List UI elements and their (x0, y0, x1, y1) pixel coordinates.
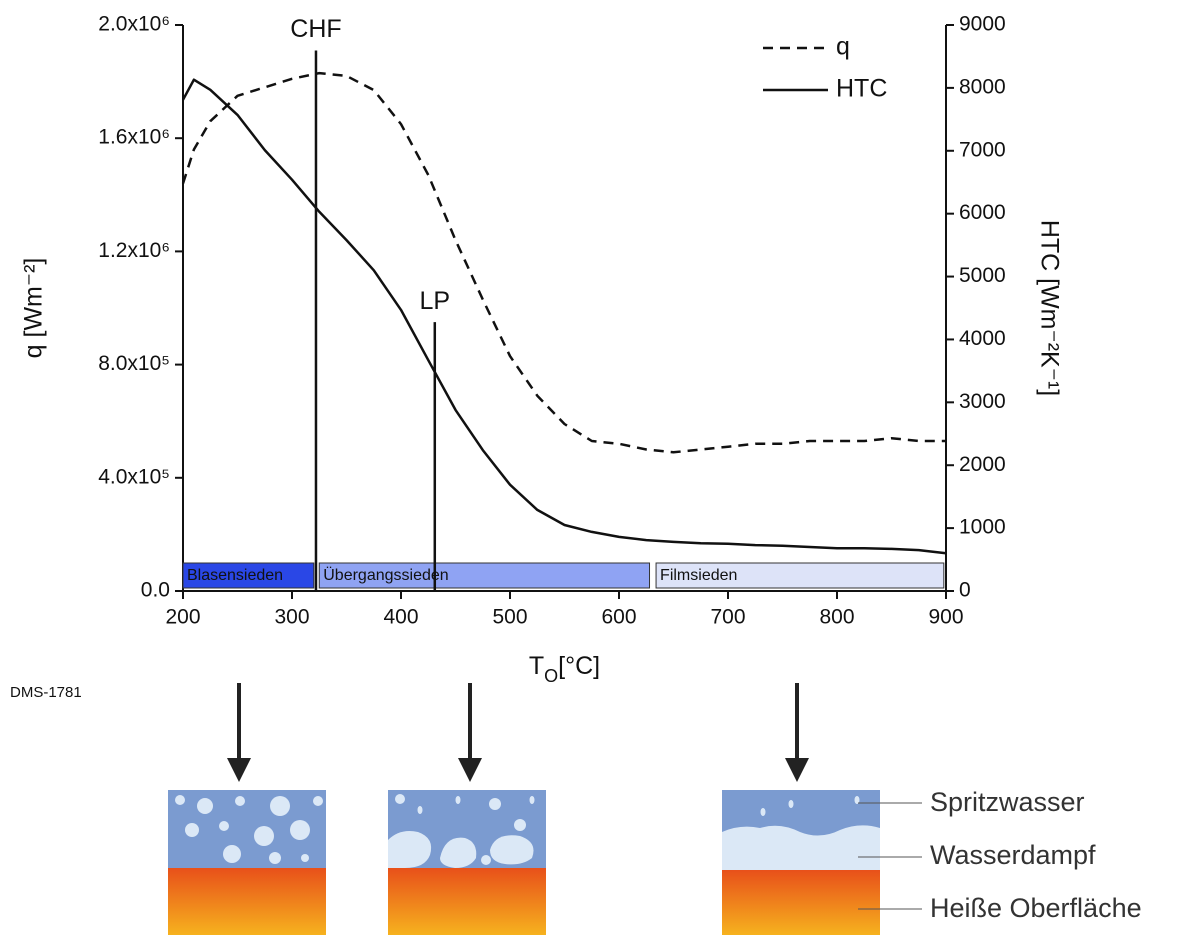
y2-axis-label: HTC [Wm⁻²K⁻¹] (1035, 220, 1063, 396)
region-label: Filmsieden (660, 567, 737, 584)
x-tick-label: 200 (165, 606, 200, 629)
x-axis-label-part: T (529, 652, 544, 680)
x-tick-label: 700 (710, 606, 745, 629)
y-tick-label: 4.0x10⁵ (98, 465, 170, 488)
marker-label: CHF (290, 15, 341, 43)
nucleate-panel (168, 790, 326, 935)
y2-tick-label: 4000 (959, 327, 1006, 350)
y-axis-label: q [Wm⁻²] (20, 258, 48, 359)
series-line (181, 71, 946, 454)
diagram-label: Wasserdampf (930, 840, 1096, 870)
region-label: Übergangssieden (323, 566, 448, 584)
y2-tick-label: 9000 (959, 13, 1006, 36)
x-tick-label: 900 (928, 606, 963, 629)
y2-tick-label: 5000 (959, 264, 1006, 287)
x-tick-label: 600 (601, 606, 636, 629)
y2-tick-label: 7000 (959, 138, 1006, 161)
transition-panel (388, 790, 546, 935)
legend-label: q (836, 33, 850, 61)
y2-tick-label: 0 (959, 579, 971, 602)
x-tick-label: 800 (819, 606, 854, 629)
region (318, 562, 651, 589)
y-tick-label: 1.2x10⁶ (98, 239, 170, 262)
region (655, 562, 945, 589)
y-tick-label: 2.0x10⁶ (98, 13, 170, 36)
region (182, 562, 315, 589)
region-label: Blasensieden (187, 567, 283, 584)
series-line (181, 78, 947, 555)
marker-label: LP (419, 287, 450, 315)
diagram-label: Heiße Oberfläche (930, 893, 1142, 923)
y2-tick-label: 6000 (959, 201, 1006, 224)
y-tick-label: 1.6x10⁶ (98, 126, 170, 149)
y2-tick-label: 2000 (959, 453, 1006, 476)
x-tick-label: 400 (383, 606, 418, 629)
regime-diagrams: Spritzwasser Wasserdampf Heiße Oberfläch… (168, 683, 1142, 935)
y-tick-label: 0.0 (141, 579, 170, 602)
legend-label: HTC (836, 75, 887, 103)
x-axis-label-part: [°C] (558, 652, 600, 680)
y2-tick-label: 1000 (959, 516, 1006, 539)
x-axis-label: TO[°C] (529, 652, 600, 686)
film-panel (722, 790, 880, 935)
y-tick-label: 8.0x10⁵ (98, 352, 170, 375)
x-tick-label: 300 (274, 606, 309, 629)
diagram-label: Spritzwasser (930, 787, 1085, 817)
x-axis-label-part: O (544, 666, 558, 686)
y2-tick-label: 3000 (959, 390, 1006, 413)
y2-tick-label: 8000 (959, 75, 1006, 98)
x-tick-label: 500 (492, 606, 527, 629)
figure-id: DMS-1781 (10, 684, 82, 701)
